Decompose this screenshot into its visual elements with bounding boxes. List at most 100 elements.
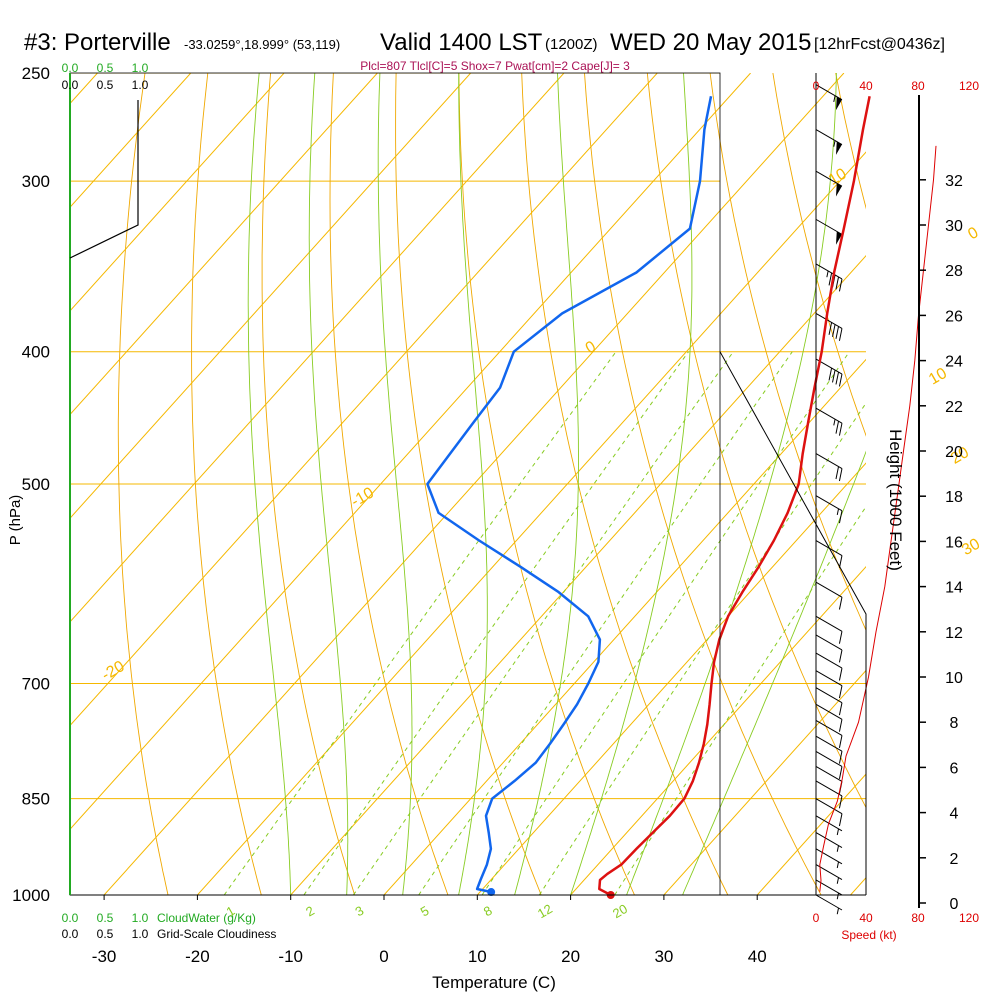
valid-time: Valid 1400 LST bbox=[380, 29, 543, 56]
barb-staff bbox=[815, 703, 843, 720]
moist-adiabat bbox=[247, 73, 292, 895]
barb-staff bbox=[815, 263, 843, 280]
barb-half bbox=[833, 95, 836, 103]
wind-panel-edge bbox=[719, 351, 867, 895]
barb-staff bbox=[815, 670, 843, 687]
x-tick-label: -10 bbox=[278, 947, 303, 966]
barb-full bbox=[832, 369, 836, 383]
barb-staff bbox=[815, 652, 843, 669]
pressure-tick-label: 500 bbox=[22, 475, 50, 494]
moist-adiabat bbox=[308, 73, 349, 895]
isotherm-label: 30 bbox=[959, 535, 983, 559]
isotherm-label: 10 bbox=[926, 365, 950, 389]
dry-adiabat bbox=[117, 73, 169, 895]
wind-barb bbox=[815, 798, 843, 827]
y-axis-label: P (hPa) bbox=[7, 495, 24, 546]
isotherm bbox=[70, 73, 472, 519]
pressure-tick-label: 1000 bbox=[12, 886, 50, 905]
wind-barb bbox=[815, 312, 843, 341]
barb-full bbox=[838, 631, 843, 644]
barb-full bbox=[838, 719, 843, 732]
barb-staff bbox=[815, 687, 843, 704]
isotherm bbox=[570, 566, 866, 895]
cloudiness-tick-top: 0.5 bbox=[97, 78, 114, 92]
dry-adiabat bbox=[584, 73, 822, 895]
mixing-ratio-label: 12 bbox=[535, 901, 555, 921]
y2-axis-label: Height (1000 Feet) bbox=[886, 429, 905, 571]
wind-barb bbox=[815, 848, 843, 869]
cloudiness-tick-top: 0.0 bbox=[62, 78, 79, 92]
wind-barb bbox=[815, 84, 843, 111]
isotherm-label: 0 bbox=[965, 224, 981, 243]
dry-adiabat bbox=[395, 73, 542, 895]
isotherm bbox=[70, 73, 658, 727]
barb-full bbox=[835, 326, 840, 339]
speed-tick-bottom: 40 bbox=[859, 911, 873, 925]
x-tick-label: 30 bbox=[654, 947, 673, 966]
barb-full bbox=[838, 510, 843, 524]
dry-adiabat bbox=[521, 73, 729, 895]
moist-adiabat bbox=[458, 73, 488, 895]
barb-staff bbox=[815, 615, 843, 632]
barb-full bbox=[838, 795, 843, 809]
dry-adiabat bbox=[961, 73, 1000, 895]
barb-full bbox=[838, 766, 843, 779]
isotherm bbox=[70, 73, 378, 416]
barb-full bbox=[828, 322, 833, 335]
barb-full bbox=[838, 685, 843, 699]
cloudiness-tick-bottom: 0.5 bbox=[97, 927, 114, 941]
pressure-tick-label: 700 bbox=[22, 675, 50, 694]
isotherm bbox=[383, 358, 866, 895]
barb-half bbox=[836, 877, 840, 884]
cloudiness-profile bbox=[69, 100, 139, 259]
barb-half bbox=[836, 892, 840, 900]
barb-full bbox=[838, 468, 843, 482]
mixing-ratio-line bbox=[303, 351, 689, 895]
barb-flag bbox=[835, 96, 842, 111]
height-tick-label: 2 bbox=[950, 851, 959, 868]
barb-staff bbox=[815, 798, 843, 815]
isotherm bbox=[70, 73, 565, 623]
x-tick-label: 10 bbox=[468, 947, 487, 966]
mixing-ratio-line bbox=[538, 402, 866, 895]
cloudwater-tick-top: 1.0 bbox=[132, 61, 149, 75]
barb-staff bbox=[815, 129, 843, 145]
height-tick-label: 4 bbox=[950, 806, 959, 823]
cloudwater-tick-bottom: 1.0 bbox=[132, 911, 149, 925]
barb-flag bbox=[835, 231, 842, 245]
moist-adiabat bbox=[682, 450, 866, 895]
height-tick-label: 16 bbox=[945, 534, 963, 551]
barb-full bbox=[838, 555, 843, 569]
wind-barb bbox=[815, 170, 843, 197]
wind-barb bbox=[815, 634, 843, 663]
speed-tick-top: 0 bbox=[813, 79, 820, 93]
cloudwater-tick-top: 0.5 bbox=[97, 61, 114, 75]
barb-full bbox=[835, 466, 840, 480]
mixing-ratio-label: 3 bbox=[352, 903, 366, 920]
x-tick-label: -30 bbox=[92, 947, 117, 966]
station-title: #3: Porterville bbox=[24, 29, 171, 56]
x-tick-label: -20 bbox=[185, 947, 210, 966]
mixing-ratio-label: 20 bbox=[610, 901, 630, 921]
wind-barb bbox=[815, 581, 843, 610]
cloudiness-tick-bottom: 1.0 bbox=[132, 927, 149, 941]
cloudiness-tick-top: 1.0 bbox=[132, 78, 149, 92]
dry-adiabat bbox=[646, 73, 866, 809]
wind-barb bbox=[815, 780, 843, 809]
isotherm bbox=[0, 73, 4, 895]
grid-clip bbox=[0, 73, 1000, 895]
barb-half bbox=[836, 861, 840, 869]
height-tick-label: 26 bbox=[945, 308, 963, 325]
barb-flag bbox=[835, 141, 842, 155]
isotherm bbox=[663, 669, 866, 895]
wind-barbs bbox=[815, 84, 843, 915]
dry-adiabat bbox=[329, 73, 449, 895]
wind-barb bbox=[815, 615, 843, 644]
barb-staff bbox=[815, 780, 843, 797]
wind-barb bbox=[815, 720, 843, 748]
height-tick-label: 30 bbox=[945, 218, 963, 235]
valid-date: WED 20 May 2015 bbox=[610, 29, 811, 56]
isotherm-label: -10 bbox=[348, 484, 377, 510]
barb-full bbox=[838, 667, 843, 681]
